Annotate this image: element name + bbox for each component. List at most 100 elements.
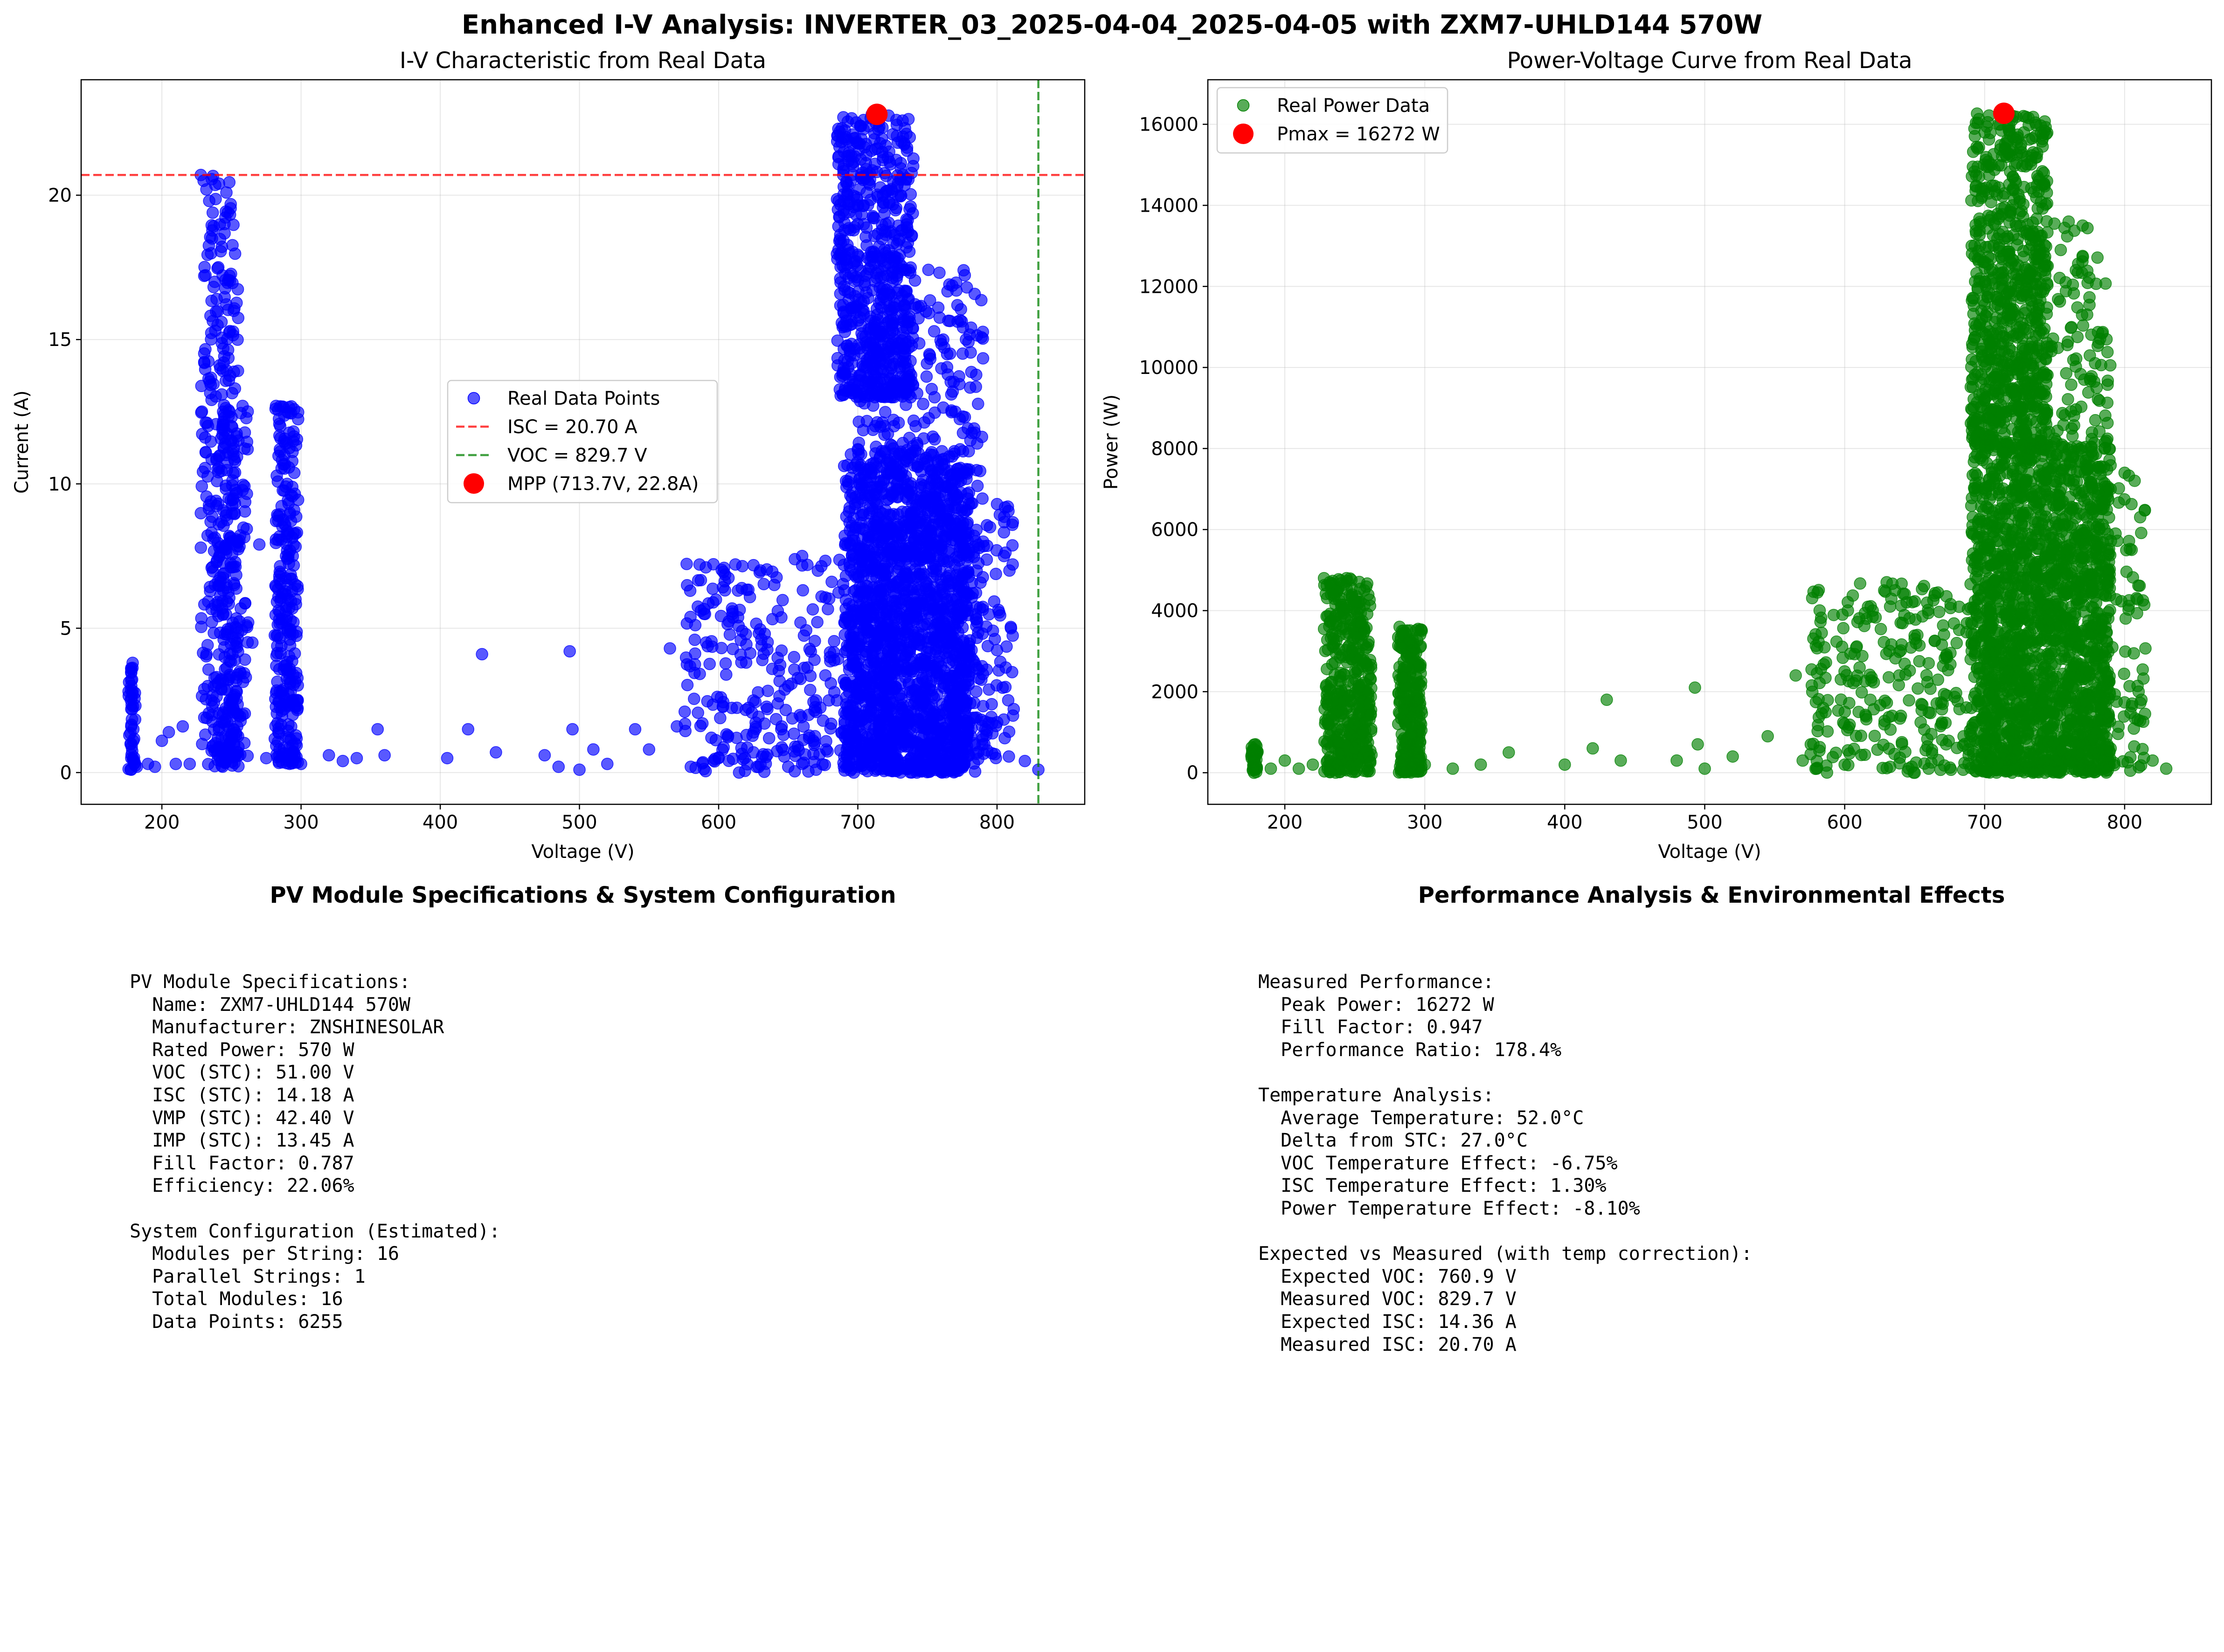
data-point — [801, 661, 814, 674]
data-point — [779, 704, 792, 716]
data-point — [855, 327, 868, 340]
data-point — [873, 137, 887, 150]
data-point — [148, 760, 161, 773]
data-point — [894, 157, 907, 169]
data-point — [885, 362, 898, 375]
data-point — [350, 752, 363, 765]
data-point — [1018, 754, 1031, 767]
data-point — [601, 758, 614, 770]
y-tick-label: 0 — [60, 762, 72, 784]
legend-entry-label: MPP (713.7V, 22.8A) — [507, 473, 699, 495]
data-point — [854, 668, 866, 681]
data-point — [900, 398, 912, 411]
data-point — [838, 674, 850, 687]
data-point — [903, 245, 916, 258]
data-point — [956, 427, 970, 439]
data-point — [242, 616, 255, 629]
mpp-marker — [866, 104, 888, 125]
data-point — [871, 481, 883, 493]
data-point — [845, 174, 857, 187]
data-point — [226, 693, 239, 706]
data-point — [208, 579, 221, 591]
data-point — [719, 584, 731, 597]
data-point — [239, 653, 251, 666]
data-point — [195, 406, 208, 419]
data-point — [680, 558, 693, 570]
data-point — [862, 291, 874, 304]
data-point — [998, 550, 1011, 562]
data-point — [1393, 696, 1406, 709]
data-point — [1892, 678, 1905, 691]
data-point — [968, 422, 981, 435]
data-point — [227, 467, 240, 480]
legend-entry-label: VOC = 829.7 V — [507, 445, 647, 466]
data-point — [286, 550, 299, 562]
data-point — [822, 603, 834, 615]
data-point — [937, 596, 950, 609]
data-point — [204, 310, 217, 322]
data-point — [874, 271, 887, 284]
data-point — [922, 307, 935, 319]
x-tick-label: 300 — [283, 812, 319, 833]
legend-entry-label: Real Data Points — [507, 388, 660, 409]
data-point — [1392, 718, 1405, 730]
data-point — [194, 541, 207, 554]
data-point — [886, 579, 899, 591]
data-point — [284, 633, 296, 646]
data-point — [863, 507, 876, 520]
data-point — [709, 593, 722, 606]
data-point — [951, 676, 963, 689]
data-point — [162, 726, 175, 739]
data-point — [859, 622, 871, 635]
data-point — [1338, 668, 1351, 681]
data-point — [882, 304, 895, 317]
data-point — [707, 698, 720, 711]
data-point — [896, 321, 909, 333]
data-point — [228, 508, 241, 520]
data-point — [789, 740, 802, 753]
data-point — [797, 584, 809, 597]
data-point — [218, 750, 231, 763]
data-point — [817, 714, 830, 727]
data-point — [837, 162, 850, 175]
data-point — [195, 380, 208, 393]
data-point — [213, 549, 226, 562]
data-point — [1827, 608, 1840, 622]
data-point — [224, 557, 237, 570]
data-point — [873, 567, 886, 579]
data-point — [1894, 644, 1907, 657]
data-point — [876, 189, 889, 201]
data-point — [552, 760, 565, 773]
data-point — [629, 723, 642, 736]
data-point — [958, 605, 971, 618]
data-point — [1364, 654, 1377, 666]
data-point — [922, 263, 935, 276]
data-point — [996, 681, 1009, 694]
data-point — [920, 451, 932, 464]
data-point — [211, 319, 224, 332]
data-point — [775, 741, 788, 754]
data-point — [220, 449, 232, 462]
data-point — [1846, 589, 1859, 602]
data-point — [957, 634, 970, 647]
data-point — [949, 622, 962, 635]
data-point — [206, 708, 218, 721]
data-point — [930, 568, 943, 581]
data-point — [232, 434, 245, 447]
data-point — [859, 602, 872, 615]
data-point — [1868, 730, 1881, 742]
data-point — [1348, 594, 1361, 606]
data-point — [734, 634, 747, 646]
data-point — [563, 645, 576, 658]
data-point — [845, 564, 857, 577]
data-point — [776, 594, 789, 607]
data-point — [278, 449, 291, 462]
data-point — [1344, 572, 1357, 585]
data-point — [223, 736, 236, 749]
data-point — [222, 492, 235, 505]
data-point — [278, 747, 291, 760]
data-point — [971, 479, 984, 492]
data-point — [797, 629, 811, 642]
data-point — [1407, 762, 1420, 775]
data-point — [972, 397, 984, 410]
